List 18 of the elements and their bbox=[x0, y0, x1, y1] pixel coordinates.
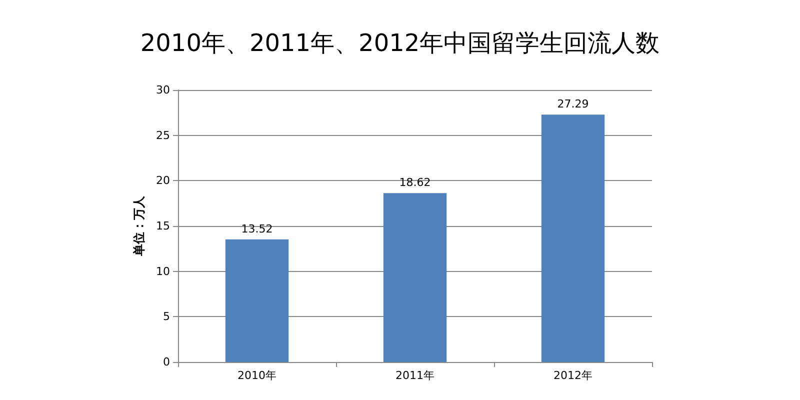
y-tick-label: 0 bbox=[163, 356, 170, 368]
chart-title: 2010年、2011年、2012年中国留学生回流人数 bbox=[140, 29, 660, 57]
y-tick-label: 10 bbox=[156, 264, 170, 278]
x-tick-label: 2011年 bbox=[396, 369, 434, 382]
y-tick-label: 15 bbox=[156, 220, 170, 232]
bar bbox=[541, 114, 605, 362]
data-label: 27.29 bbox=[557, 98, 589, 111]
y-tick-label: 5 bbox=[163, 310, 170, 324]
y-tick-label: 25 bbox=[156, 128, 170, 142]
x-tick-label: 2012年 bbox=[554, 369, 592, 382]
y-axis-title: 单位：万人 bbox=[132, 195, 146, 257]
data-label: 13.52 bbox=[241, 222, 273, 236]
bar bbox=[383, 193, 447, 362]
data-label: 18.62 bbox=[399, 176, 431, 190]
x-tick-label: 2010年 bbox=[238, 369, 276, 382]
bar bbox=[225, 239, 289, 362]
y-tick-label: 30 bbox=[156, 84, 170, 96]
y-tick-label: 20 bbox=[156, 174, 170, 188]
